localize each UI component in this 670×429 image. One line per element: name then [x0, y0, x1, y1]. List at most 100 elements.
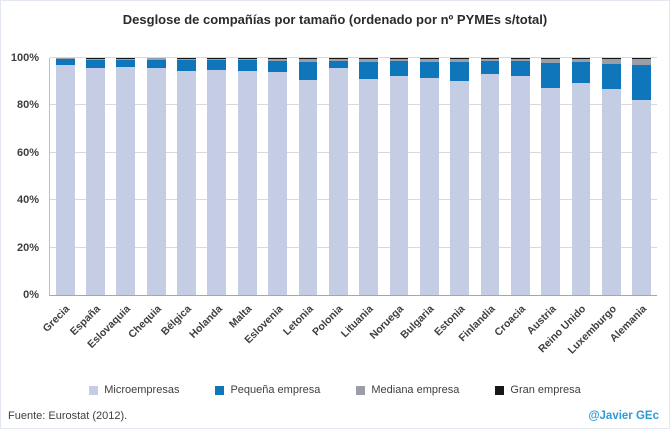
bar-segment-micro: [237, 71, 257, 295]
bar-segment-micro: [207, 69, 227, 295]
bar-segment-pequena: [116, 60, 136, 68]
x-axis-labels: Grecia España Eslovaquia Chequia Bélgica Hola…: [41, 299, 656, 365]
bar-segment-mediana: [328, 58, 348, 61]
bar-column: [323, 58, 353, 295]
gridline: [50, 199, 657, 201]
gridline: [50, 57, 657, 58]
legend-swatch-micro: [89, 385, 99, 395]
legend-label: Gran empresa: [510, 384, 581, 396]
bar-column: [80, 58, 110, 295]
bar-column: [232, 58, 262, 295]
legend-item: Gran empresa: [495, 384, 581, 396]
gridline: [50, 151, 657, 153]
bar-segment-pequena: [480, 61, 500, 75]
bar-column: [262, 58, 292, 295]
bar-segment-pequena: [419, 61, 439, 79]
bar-segment-micro: [450, 81, 470, 295]
bar-segment-mediana: [55, 58, 75, 60]
bar-segment-micro: [55, 65, 75, 295]
bar-segment-micro: [268, 71, 287, 295]
bar-segment-mediana: [510, 58, 530, 62]
legend-swatch-pequena: [215, 385, 225, 395]
bar-segment-micro: [359, 78, 379, 295]
bar-segment-micro: [541, 87, 561, 295]
bar-segment-micro: [86, 68, 105, 295]
bar-column: [414, 58, 444, 295]
bar-segment-mediana: [268, 58, 287, 61]
bar-segment-micro: [571, 82, 591, 295]
gridline: [50, 246, 657, 248]
legend-swatch-gran: [495, 385, 505, 395]
bar-segment-mediana: [116, 58, 136, 61]
bar-column: [566, 58, 596, 295]
bar-segment-mediana: [359, 58, 379, 63]
y-tick-label: 80%: [16, 99, 39, 112]
source-note: Fuente: Eurostat (2012).: [8, 410, 128, 422]
bar-segment-pequena: [601, 63, 621, 89]
gridline: [50, 104, 657, 106]
bar-segment-mediana: [237, 58, 257, 61]
bar-segment-pequena: [268, 60, 287, 72]
bar-segment-micro: [177, 70, 196, 295]
legend-item: Microempresas: [89, 384, 179, 396]
bar-segment-pequena: [86, 59, 105, 69]
bar-segment-mediana: [601, 58, 621, 64]
legend: Microempresas Pequeña empresa Mediana empr…: [1, 384, 669, 396]
bar-segment-gran: [571, 58, 591, 59]
bar-segment-pequena: [237, 60, 257, 72]
bar-segment-pequena: [541, 63, 561, 88]
bar-segment-pequena: [328, 60, 348, 68]
bar-segment-pequena: [571, 62, 591, 83]
bar-segment-micro: [389, 76, 409, 295]
legend-item: Mediana empresa: [356, 384, 459, 396]
bar-segment-mediana: [298, 58, 318, 63]
y-axis: 0% 20% 40% 60% 80% 100%: [1, 52, 43, 301]
bar-segment-pequena: [298, 62, 318, 80]
bar-segment-micro: [146, 67, 166, 295]
x-tick-label: Holanda: [186, 303, 225, 341]
plot-area: [49, 57, 657, 296]
bar-segment-gran: [359, 58, 379, 59]
x-tick-label: Malta: [227, 303, 255, 331]
bar-column: [444, 58, 474, 295]
x-tick-label: Chequia: [125, 303, 164, 341]
bar-segment-mediana: [480, 58, 500, 62]
y-tick-label: 40%: [16, 194, 39, 207]
bar-segment-mediana: [450, 58, 470, 63]
bars-container: [50, 58, 657, 295]
legend-label: Microempresas: [104, 384, 180, 396]
bar-segment-gran: [601, 58, 621, 59]
bar-segment-pequena: [177, 60, 196, 71]
bar-segment-micro: [632, 100, 652, 295]
y-tick-label: 60%: [16, 146, 39, 159]
bar-segment-mediana: [177, 58, 196, 61]
bar-segment-micro: [419, 78, 439, 295]
bar-column: [141, 58, 171, 295]
bar-column: [536, 58, 566, 295]
bar-column: [596, 58, 626, 295]
bar-segment-mediana: [571, 58, 591, 63]
bar-segment-mediana: [541, 58, 561, 64]
bar-segment-micro: [298, 79, 318, 295]
bar-column: [50, 58, 80, 295]
bar-column: [475, 58, 505, 295]
bar-segment-micro: [116, 67, 136, 295]
legend-label: Mediana empresa: [371, 384, 460, 396]
bar-segment-gran: [298, 58, 318, 59]
bar-segment-gran: [510, 58, 530, 59]
legend-item: Pequeña empresa: [215, 384, 320, 396]
y-tick-label: 100%: [10, 52, 39, 64]
bar-column: [111, 58, 141, 295]
bar-segment-mediana: [419, 58, 439, 62]
bar-segment-pequena: [510, 61, 530, 77]
bar-column: [353, 58, 383, 295]
bar-segment-gran: [541, 58, 561, 59]
y-tick-label: 20%: [16, 241, 39, 254]
bar-segment-micro: [480, 74, 500, 295]
x-tick-label: Croacia: [492, 303, 528, 339]
bar-segment-pequena: [207, 60, 227, 70]
bar-column: [384, 58, 414, 295]
bar-column: [505, 58, 535, 295]
bar-segment-gran: [419, 58, 439, 59]
bar-segment-mediana: [86, 58, 105, 60]
